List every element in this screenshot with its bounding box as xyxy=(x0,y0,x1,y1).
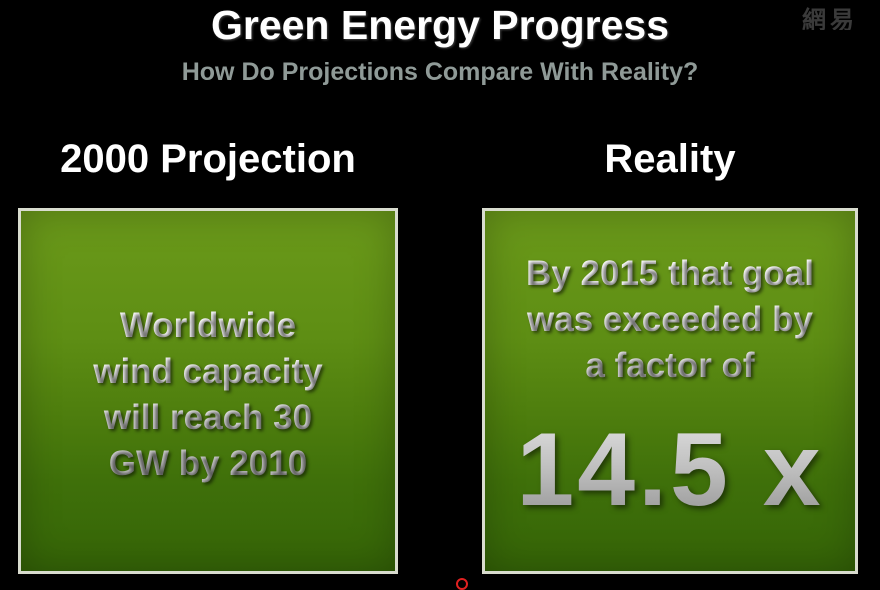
projection-heading: 2000 Projection xyxy=(60,137,356,181)
factor-value: 14.5 x xyxy=(485,411,855,530)
projection-line: Worldwide xyxy=(119,306,297,345)
slide-title: Green Energy Progress xyxy=(210,2,670,48)
reality-panel: By 2015 that goal was exceeded by a fact… xyxy=(482,208,858,574)
projection-line: wind capacity xyxy=(93,352,323,391)
projection-text: Worldwide wind capacity will reach 30 GW… xyxy=(21,303,395,487)
slide-subtitle: How Do Projections Compare With Reality? xyxy=(181,58,699,86)
projection-panel: Worldwide wind capacity will reach 30 GW… xyxy=(18,208,398,574)
reality-line: was exceeded by xyxy=(527,300,813,339)
projection-line: will reach 30 xyxy=(103,398,313,437)
watermark-logo: 網易 xyxy=(802,6,858,30)
reality-line: By 2015 that goal xyxy=(526,254,814,293)
projection-line: GW by 2010 xyxy=(108,444,308,483)
reality-heading: Reality xyxy=(604,137,736,181)
reality-text: By 2015 that goal was exceeded by a fact… xyxy=(485,251,855,389)
reality-line: a factor of xyxy=(585,346,755,385)
cursor-marker-icon xyxy=(456,578,468,590)
